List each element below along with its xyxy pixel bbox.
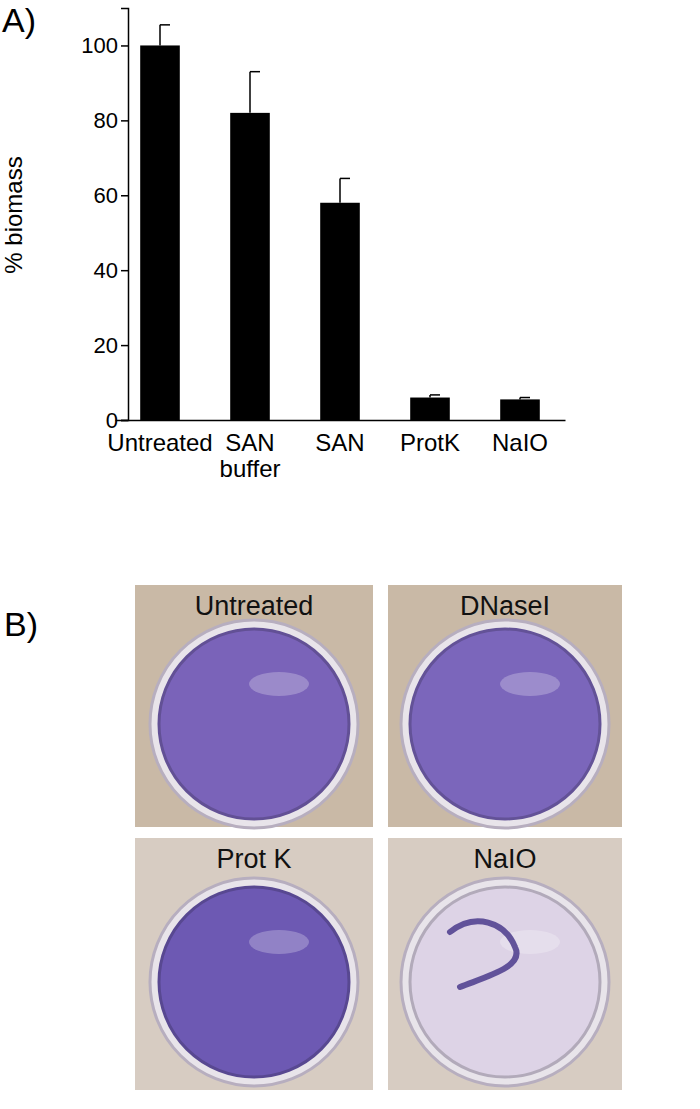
bar [140,45,180,420]
well-rim [401,878,609,1086]
y-axis-line [121,9,129,421]
y-axis-title: % biomass [0,156,27,273]
y-tick-mark [121,45,128,47]
well-label: DNaseI [460,591,550,621]
error-bar [340,178,350,202]
well-highlight [249,672,309,696]
plot-area [140,25,540,420]
x-axis: Untreated SANbuffer SAN ProtK NaIO [107,420,565,482]
x-tick: SAN [315,420,364,456]
y-tick-mark [121,195,128,197]
x-tick: ProtK [400,420,460,456]
y-tick-mark [121,270,128,272]
x-tick-label: SANbuffer [220,429,281,482]
error-bar-cap [520,397,530,399]
error-bar-stem [159,25,161,46]
bar [230,113,270,420]
y-tick: 100 [81,33,128,58]
well-highlight [249,930,309,954]
bar [410,398,450,420]
bar [500,399,540,420]
y-tick-label: 80 [94,108,118,133]
well-photo: Untreated [135,585,373,828]
error-bar-cap [160,24,170,26]
y-tick: 80 [94,108,128,133]
y-tick: 40 [94,258,128,283]
error-bar [520,398,530,400]
photo-background [135,838,373,1090]
x-tick: SANbuffer [220,420,281,482]
y-tick-label: 20 [94,333,118,358]
y-tick-label: 100 [81,33,118,58]
error-bar [430,395,440,398]
error-bar [160,25,170,46]
x-tick: NaIO [492,420,548,456]
panel-label: A) [2,1,36,39]
well-stain [410,887,600,1077]
x-tick-label: ProtK [400,429,460,456]
photo-background [388,585,622,827]
error-bar-cap [250,71,260,73]
y-tick: 60 [94,183,128,208]
x-tick-label: SAN [315,429,364,456]
y-tick-label: 60 [94,183,118,208]
well-stain [410,629,600,819]
well-label: NaIO [473,844,536,874]
well-label: Untreated [195,591,314,621]
photo-background [135,585,373,827]
photo-background [388,838,622,1090]
well-stain [159,629,349,819]
panel-label: B) [4,605,38,643]
error-bar-cap [430,394,440,396]
error-bar-stem [249,72,251,113]
well-highlight [500,672,560,696]
well-photo: NaIO [388,838,622,1090]
well-rim [401,620,609,828]
stain-smear [450,921,517,987]
error-bar [250,72,260,113]
x-tick-label: NaIO [492,429,548,456]
well-rim [150,878,358,1086]
well-photo: Prot K [135,838,373,1090]
y-tick-mark [121,345,128,347]
error-bar-cap [340,178,350,180]
well-photo: DNaseI [388,585,622,828]
well-stain [159,887,349,1077]
well-rim [150,620,358,828]
well-label: Prot K [216,844,291,874]
x-tick-label: Untreated [107,429,212,456]
y-tick-label: 40 [94,258,118,283]
bar [320,203,360,420]
error-bar-stem [339,178,341,202]
x-tick: Untreated [107,420,212,456]
y-tick-mark [121,120,128,122]
y-axis: 020406080100 [81,9,128,433]
y-tick: 20 [94,333,128,358]
